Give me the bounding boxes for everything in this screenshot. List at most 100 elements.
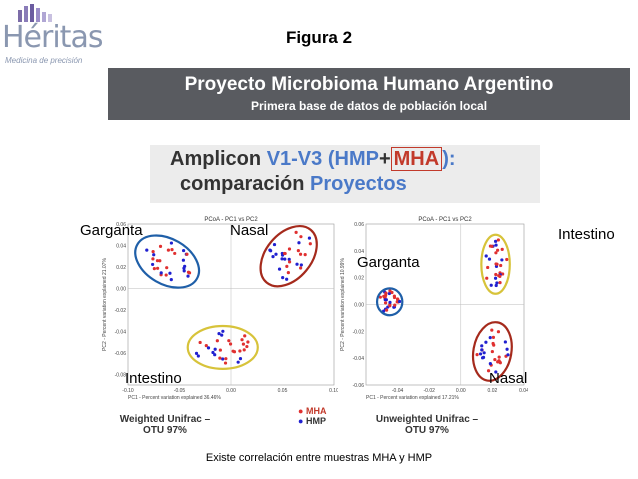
data-point: [198, 340, 202, 345]
data-point: [491, 335, 496, 340]
x-tick-label: -0.05: [174, 388, 186, 394]
data-point: [182, 269, 186, 273]
right-label-nasal: Nasal: [489, 370, 528, 387]
data-point: [211, 350, 215, 355]
data-point: [500, 258, 504, 262]
data-point: [227, 339, 231, 343]
chart-title: PCoA - PC1 vs PC2: [204, 217, 258, 223]
data-point: [482, 351, 486, 355]
data-point: [228, 342, 233, 346]
left-label-intestino: Intestino: [125, 370, 182, 387]
y-tick-label: -0.04: [353, 356, 365, 362]
y-tick-label: -0.02: [353, 329, 365, 335]
data-point: [494, 272, 498, 277]
legend-mha: MHA: [305, 406, 327, 416]
data-point: [299, 266, 303, 270]
data-point: [397, 299, 402, 304]
cluster-ellipse: [375, 287, 404, 317]
data-point: [492, 343, 496, 347]
data-point: [490, 244, 494, 249]
data-point: [164, 273, 168, 277]
logo-bars-icon: [18, 4, 52, 22]
data-point: [272, 242, 277, 247]
hmp-word: (HMP: [327, 148, 379, 170]
x-tick-label: 0.04: [519, 388, 528, 394]
data-point: [505, 257, 509, 262]
data-point: [169, 278, 173, 282]
amplicon-box: Amplicon V1-V3 (HMP+ MHA): comparación Pr…: [150, 145, 540, 203]
data-point: [186, 274, 190, 278]
caption: Existe correlación entre muestras MHA y …: [205, 452, 433, 464]
data-point: [281, 275, 285, 280]
data-point: [187, 271, 192, 275]
x-tick-label: 0.10: [329, 388, 338, 394]
data-point: [173, 251, 177, 256]
data-point: [498, 281, 502, 285]
data-point: [204, 344, 208, 348]
figure-title: Figura 2: [285, 28, 353, 47]
data-point: [496, 330, 501, 334]
x-tick-label: -0.10: [122, 388, 134, 394]
data-point: [495, 281, 499, 285]
right-label-garganta: Garganta: [357, 254, 420, 271]
data-point: [213, 347, 217, 351]
y-tick-label: -0.02: [115, 308, 127, 314]
data-point: [489, 283, 493, 287]
x-tick-label: 0.02: [488, 388, 498, 394]
data-point: [493, 276, 498, 280]
y-tick-label: 0.04: [116, 243, 126, 249]
data-point: [385, 308, 389, 312]
data-point: [392, 295, 397, 300]
legend: ● MHA ● HMP: [298, 406, 327, 426]
data-point: [245, 344, 249, 349]
data-point: [145, 248, 149, 252]
chart-title: PCoA - PC1 vs PC2: [418, 217, 472, 223]
data-point: [493, 239, 498, 243]
cluster-ellipse: [471, 321, 513, 382]
data-point: [221, 329, 225, 333]
data-point: [152, 253, 156, 257]
data-point: [488, 336, 492, 340]
left-label-nasal: Nasal: [230, 222, 269, 239]
data-point: [308, 242, 312, 246]
data-point: [494, 370, 498, 374]
data-point: [218, 348, 222, 352]
data-point: [243, 334, 247, 338]
data-point: [496, 248, 500, 252]
data-point: [478, 352, 483, 356]
data-point: [295, 262, 299, 266]
data-point: [155, 259, 160, 263]
chart-unweighted-unifrac: PCoA - PC1 vs PC2 -0.04 -0.02 0.00 0.02 0.04 0…: [340, 217, 528, 401]
data-point: [383, 295, 387, 299]
x-axis-label: PC1 - Percent variation explained 36.46%: [128, 395, 221, 401]
data-point: [170, 247, 174, 252]
data-point: [299, 263, 303, 267]
data-point: [238, 356, 243, 361]
data-point: [240, 338, 244, 342]
data-point: [294, 230, 298, 235]
logo-text: Héritas: [2, 20, 103, 55]
data-point: [246, 340, 250, 344]
data-point: [383, 301, 388, 305]
data-point: [220, 333, 224, 337]
data-point: [494, 243, 498, 247]
x-axis-label: PC1 - Percent variation explained 17.21%: [366, 395, 459, 401]
y-tick-label: 0.04: [354, 249, 364, 255]
data-point: [496, 238, 500, 242]
data-point: [484, 254, 488, 258]
y-tick-label: 0.00: [116, 286, 126, 292]
data-point: [499, 263, 503, 268]
data-point: [232, 350, 237, 354]
right-label-intestino: Intestino: [558, 226, 615, 243]
data-point: [287, 247, 292, 251]
logo-tagline: Medicina de precisión: [5, 56, 83, 65]
project-banner: Proyecto Microbioma Humano Argentino Pri…: [108, 68, 630, 120]
data-point: [296, 249, 300, 253]
data-point: [493, 357, 497, 362]
data-point: [283, 257, 287, 261]
cluster-ellipse: [259, 225, 318, 288]
data-point: [393, 303, 397, 307]
data-point: [285, 277, 289, 281]
banner-subtitle: Primera base de datos de población local: [250, 99, 488, 113]
data-point: [287, 257, 291, 261]
